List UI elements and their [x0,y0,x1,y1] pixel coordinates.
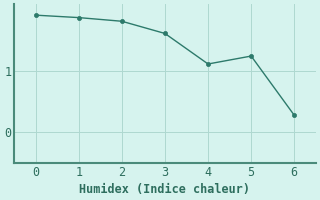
X-axis label: Humidex (Indice chaleur): Humidex (Indice chaleur) [79,183,251,196]
